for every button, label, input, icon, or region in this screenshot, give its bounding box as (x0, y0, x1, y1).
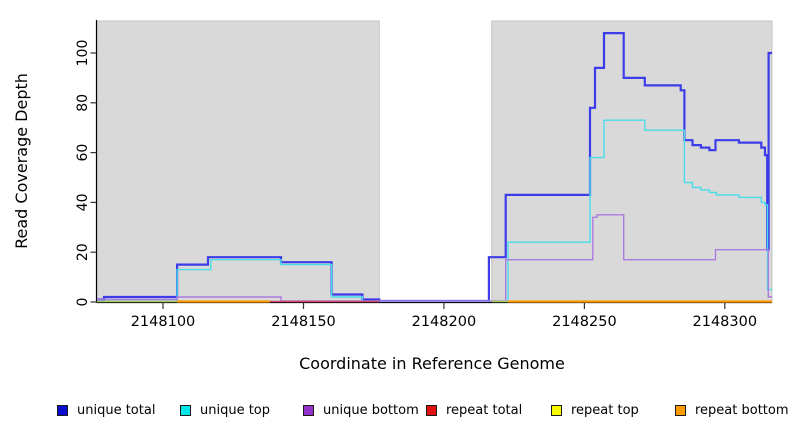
legend-label-unique-bottom: unique bottom (323, 402, 419, 418)
x-tick-label: 2148100 (131, 314, 196, 330)
x-tick-label: 2148250 (552, 314, 617, 330)
legend-item-repeat-bottom: repeat bottom (675, 400, 789, 420)
legend-item-unique-bottom: unique bottom (303, 400, 419, 420)
plot-background-right (491, 20, 773, 303)
y-tick-label: 100 (75, 40, 91, 67)
y-tick-label: 60 (75, 144, 91, 162)
legend-swatch-unique-total (57, 404, 68, 416)
legend-swatch-unique-top (180, 404, 191, 416)
legend-swatch-repeat-top (551, 404, 562, 416)
legend-swatch-repeat-total (426, 404, 437, 416)
legend-swatch-repeat-bottom (675, 404, 686, 416)
legend-item-repeat-total: repeat total (426, 400, 522, 420)
legend-label-repeat-top: repeat top (571, 402, 639, 418)
legend-item-repeat-top: repeat top (551, 400, 639, 420)
legend-label-repeat-total: repeat total (446, 402, 523, 418)
legend-label-unique-total: unique total (77, 402, 156, 418)
y-axis-title: Read Coverage Depth (12, 73, 31, 249)
legend-item-unique-top: unique top (180, 400, 270, 420)
legend-label-unique-top: unique top (200, 402, 271, 418)
series-unique-total (97, 32, 772, 303)
y-tick-label: 80 (75, 94, 91, 112)
legend-item-unique-total: unique total (57, 400, 155, 420)
series-unique-bottom (97, 214, 772, 302)
y-tick-label: 40 (75, 193, 91, 211)
plot-background-left (96, 20, 380, 303)
x-axis-title: Coordinate in Reference Genome (299, 354, 565, 373)
legend-swatch-unique-bottom (303, 404, 314, 416)
y-tick-label: 0 (75, 298, 91, 307)
series-unique-top (97, 119, 772, 302)
legend-label-repeat-bottom: repeat bottom (695, 402, 789, 418)
x-tick-label: 2148300 (693, 314, 758, 330)
legend: unique total unique top unique bottom repea… (0, 400, 792, 424)
x-tick-label: 2148200 (412, 314, 477, 330)
x-tick-label: 2148150 (271, 314, 336, 330)
y-tick-label: 20 (75, 243, 91, 261)
